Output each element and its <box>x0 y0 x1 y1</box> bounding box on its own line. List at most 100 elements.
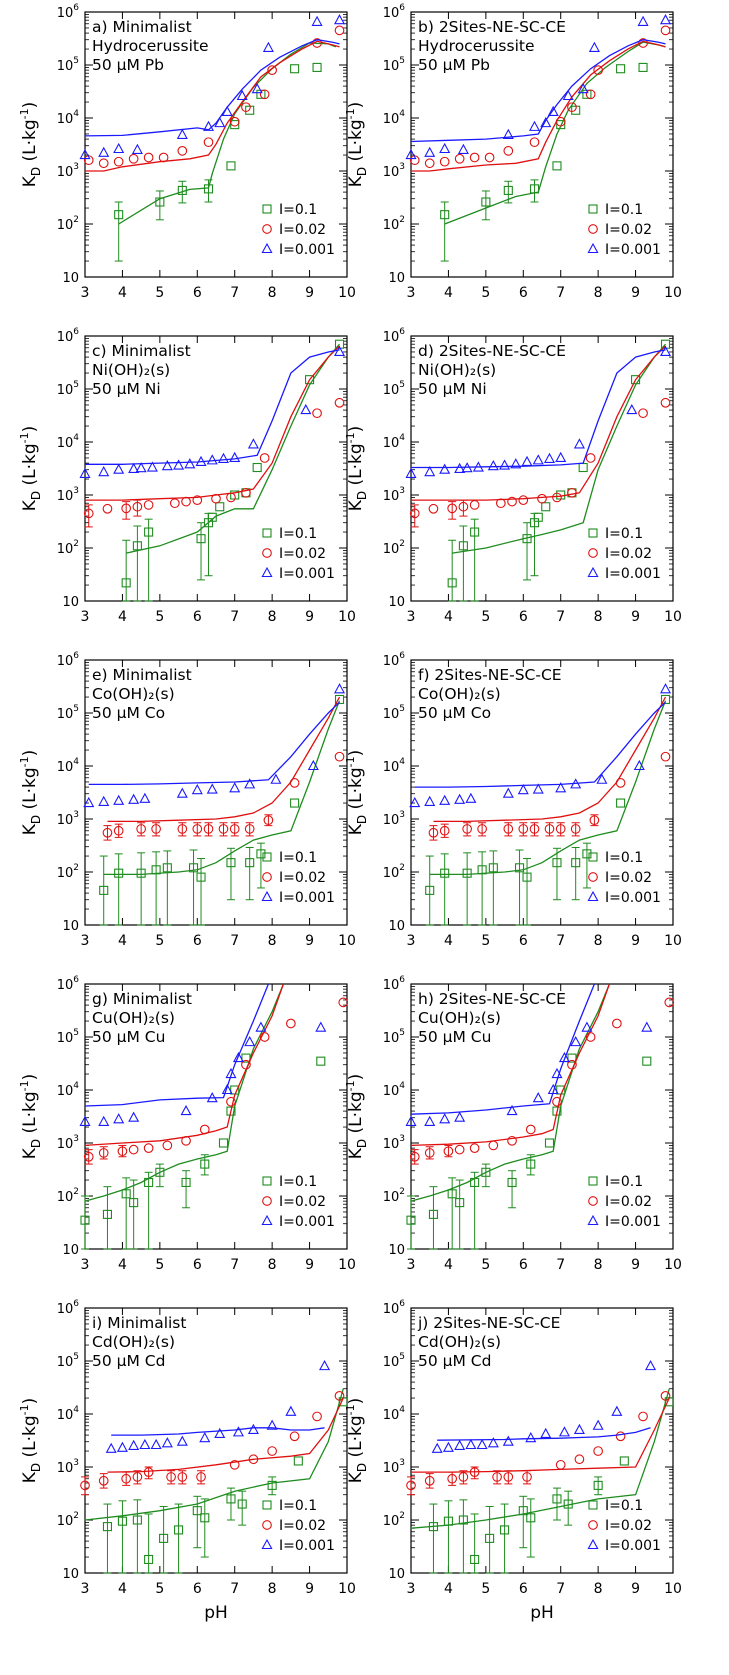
data-point-triangle <box>540 1427 552 1439</box>
data-point-square <box>200 1159 210 1169</box>
panel-title: i) Minimalist <box>92 1314 186 1332</box>
data-point-square <box>196 534 206 544</box>
model-line <box>452 343 666 554</box>
legend-label: I=0.001 <box>279 890 335 906</box>
panel-title: d) 2Sites-NE-SC-CE <box>418 342 566 360</box>
panel-phase: Cd(OH)₂(s) <box>418 1333 501 1351</box>
model-line <box>126 343 340 554</box>
data-point-square <box>290 64 300 74</box>
data-point-circle <box>259 89 270 100</box>
data-point-square <box>256 849 266 859</box>
model-line <box>84 39 340 137</box>
legend-label: I=0.02 <box>605 546 652 562</box>
data-point-triangle <box>543 452 556 463</box>
legend-label: I=0.1 <box>279 1498 317 1514</box>
y-tick-label: 10 <box>62 1567 79 1582</box>
data-point-circle <box>226 492 236 503</box>
x-tick-label: 5 <box>155 1581 164 1597</box>
y-tick-label: 106 <box>383 3 406 21</box>
data-point-triangle <box>217 452 230 463</box>
y-tick-label: 102 <box>57 539 79 557</box>
x-tick-label: 6 <box>519 1257 528 1273</box>
data-point-circle <box>503 145 514 156</box>
data-point-circle <box>638 408 648 419</box>
data-point-triangle <box>232 1051 244 1063</box>
y-tick-label: 10 <box>388 919 405 934</box>
panel-concentration: 50 μM Cd <box>92 1352 165 1370</box>
data-point-triangle <box>547 105 559 117</box>
data-point-square <box>470 1177 480 1188</box>
y-tick-label: 102 <box>383 863 405 881</box>
model-line <box>437 1427 651 1441</box>
data-point-circle <box>424 1475 435 1486</box>
data-point-triangle <box>540 116 552 128</box>
data-point-triangle <box>558 1426 570 1437</box>
model-line <box>103 700 341 876</box>
data-point-square <box>616 64 626 74</box>
data-point-square <box>406 1215 416 1225</box>
data-point-circle <box>593 65 603 75</box>
data-point-circle <box>262 1196 272 1206</box>
data-point-circle <box>312 1411 322 1422</box>
data-point-square <box>305 375 315 385</box>
panel-concentration: 50 μM Ni <box>418 380 487 398</box>
data-point-circle <box>525 1124 536 1135</box>
data-point-square <box>440 868 450 878</box>
data-point-square <box>196 872 206 882</box>
data-point-circle <box>503 824 514 834</box>
data-point-triangle <box>439 142 451 154</box>
y-tick-label: 104 <box>57 1081 80 1099</box>
data-point-circle <box>428 503 439 514</box>
data-point-circle <box>492 1472 502 1482</box>
data-point-circle <box>612 1018 622 1029</box>
panel-phase: Ni(OH)₂(s) <box>92 361 170 379</box>
data-point-triangle <box>502 128 514 139</box>
data-point-circle <box>522 1472 532 1482</box>
data-point-square <box>533 512 543 522</box>
data-point-triangle <box>454 1111 466 1122</box>
data-point-circle <box>121 1473 132 1484</box>
data-point-circle <box>439 156 450 167</box>
data-point-circle <box>443 1146 454 1157</box>
data-point-triangle <box>499 459 511 470</box>
legend-label: I=0.1 <box>605 1498 643 1514</box>
data-point-triangle <box>98 465 110 477</box>
data-point-square <box>522 534 532 544</box>
data-point-square <box>114 210 124 220</box>
data-point-circle <box>495 498 506 509</box>
data-point-circle <box>409 1151 420 1162</box>
legend-label: I=0.001 <box>605 566 661 582</box>
data-point-circle <box>664 997 675 1008</box>
x-tick-label: 3 <box>407 933 416 949</box>
data-point-triangle <box>128 793 140 804</box>
x-tick-label: 6 <box>519 609 528 625</box>
x-tick-label: 8 <box>268 1257 277 1273</box>
panel-title: c) Minimalist <box>92 342 191 360</box>
data-point-triangle <box>221 1083 233 1095</box>
data-point-circle <box>262 224 272 234</box>
data-point-triangle <box>180 1104 192 1116</box>
data-point-square <box>155 1167 165 1177</box>
x-tick-label: 9 <box>631 285 640 301</box>
data-point-square <box>132 1515 142 1525</box>
y-tick-label: 106 <box>383 651 406 669</box>
x-tick-label: 10 <box>664 1257 682 1273</box>
x-tick-label: 8 <box>268 933 277 949</box>
data-point-square <box>660 694 671 705</box>
legend-label: I=0.001 <box>279 242 335 258</box>
data-point-square <box>144 1177 154 1188</box>
data-point-triangle <box>232 1426 244 1437</box>
legend-label: I=0.1 <box>605 526 643 542</box>
plot-frame <box>84 659 348 926</box>
data-point-square <box>507 1177 517 1188</box>
x-tick-label: 5 <box>155 933 164 949</box>
data-point-circle <box>660 25 671 36</box>
panel-concentration: 50 μM Pb <box>92 56 164 74</box>
data-point-circle <box>289 1431 300 1442</box>
data-point-square <box>526 1159 536 1169</box>
y-tick-label: 104 <box>383 109 406 127</box>
x-tick-label: 8 <box>268 1581 277 1597</box>
data-point-square <box>159 1533 169 1543</box>
model-line <box>84 983 285 1147</box>
model-line <box>84 983 270 1107</box>
